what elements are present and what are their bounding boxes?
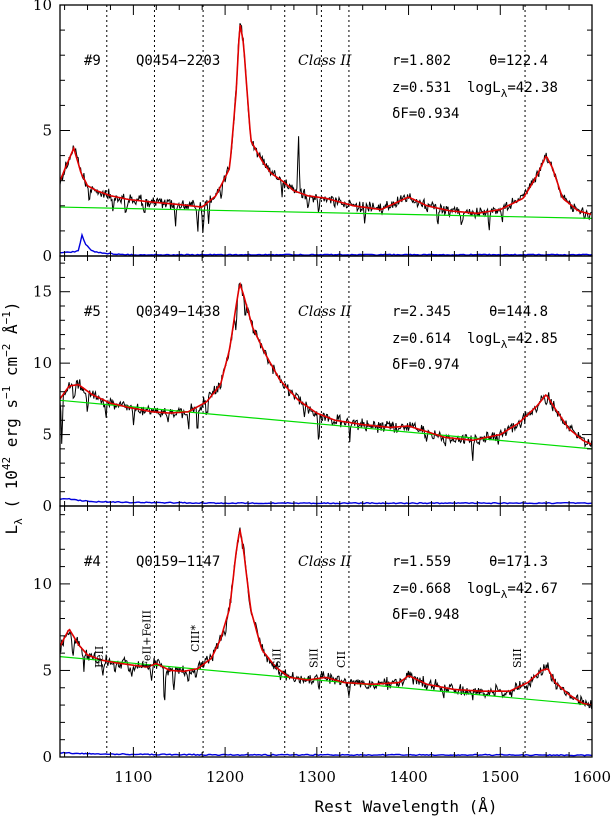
y-axis-title: Lλ ( 1042 erg s−1 cm−2 Å−1) [0, 301, 25, 534]
line-label: CII [335, 651, 348, 668]
logL-subscript: λ [501, 338, 508, 351]
y-title-part: erg s [2, 399, 21, 457]
y-tick-label: 5 [42, 426, 52, 444]
plot-area [60, 5, 592, 256]
line-label: SiII [511, 648, 524, 668]
class-label: Class II [298, 554, 352, 570]
y-tick-label: 0 [42, 748, 52, 766]
x-tick-label: 1100 [114, 768, 152, 786]
y-tick-label: 5 [42, 122, 52, 140]
logL-subscript: λ [501, 87, 508, 100]
deltaF-value: δF=0.974 [392, 357, 459, 373]
x-tick-label: 1500 [481, 768, 519, 786]
z-value: z=0.668 [392, 581, 451, 597]
object-name: Q0159−1147 [136, 554, 220, 570]
class-label: Class II [298, 53, 352, 69]
plot-area [60, 506, 592, 757]
y-title-part: −1 [0, 386, 13, 399]
y-tick-label: 10 [33, 354, 52, 372]
r-value: r=1.559 [392, 554, 451, 570]
r-value: r=1.802 [392, 53, 451, 69]
y-title-part: Å [2, 324, 21, 344]
logL-subscript: λ [501, 588, 508, 601]
y-tick-label: 0 [42, 247, 52, 265]
z-value: z=0.614 [392, 331, 451, 347]
object-name: Q0349−1438 [136, 304, 220, 320]
logL-label: logLλ=42.85 [467, 331, 558, 351]
line-label: FeII+FeIII [140, 610, 153, 668]
x-axis-title: Rest Wavelength (Å) [314, 797, 497, 816]
panels-group: 0 5 10 #9 Q0454−2203 Class II r=1.802 θ=122.4 z=… [33, 0, 593, 766]
line-label: SiII [271, 648, 284, 668]
y-tick-label: 10 [33, 0, 52, 14]
logL-value: =42.67 [507, 581, 558, 597]
continuum-line [60, 206, 592, 219]
y-tick-label: 5 [42, 661, 52, 679]
deltaF-value: δF=0.948 [392, 607, 459, 623]
error-spectrum [60, 232, 592, 256]
theta-value: θ=171.3 [489, 554, 548, 570]
panel-3: 0 5 10 #4 Q0159−1147 Class II r=1.559 θ=171.3 z=… [33, 505, 593, 766]
object-name: Q0454−2203 [136, 53, 220, 69]
line-label: FeII [93, 646, 106, 668]
y-title-part: 42 [0, 457, 13, 470]
panel-1: 0 5 10 #9 Q0454−2203 Class II r=1.802 θ=122.4 z=… [33, 0, 593, 265]
error-spectrum [60, 497, 592, 505]
fit-curve [60, 281, 592, 445]
fit-curve [60, 24, 592, 216]
panel-frame [59, 255, 593, 507]
fit-curve [60, 528, 592, 706]
deltaF-value: δF=0.934 [392, 106, 459, 122]
y-axis-title-text: Lλ ( 1042 erg s−1 cm−2 Å−1) [0, 301, 25, 534]
logL-label: logLλ=42.67 [467, 581, 558, 601]
x-tick-label: 1400 [389, 768, 427, 786]
continuum-line [60, 399, 592, 450]
x-tick-label: 1200 [206, 768, 244, 786]
r-value: r=2.345 [392, 304, 451, 320]
y-title-part: ) [2, 301, 21, 311]
y-title-part: −2 [0, 344, 13, 357]
logL-value: =42.85 [507, 331, 558, 347]
y-tick-label: 0 [42, 497, 52, 515]
y-tick-label: 15 [33, 283, 52, 301]
y-title-part: L [2, 525, 21, 535]
theta-value: θ=144.8 [489, 304, 548, 320]
logL-label: logLλ=42.38 [467, 80, 558, 100]
y-title-part: λ [12, 518, 25, 525]
line-label: CIII* [189, 625, 202, 652]
y-title-part: ( 10 [2, 470, 21, 518]
panel-2: 0 5 10 15 #5 Q0349−1438 Class II r=2.345 θ=144.8… [33, 255, 593, 515]
x-tick-label: 1600 [573, 768, 611, 786]
class-label: Class II [298, 304, 352, 320]
y-title-part: cm [2, 357, 21, 386]
theta-value: θ=122.4 [489, 53, 548, 69]
panel-frame [59, 4, 593, 257]
panel-id: #4 [84, 554, 101, 570]
panel-frame [59, 505, 593, 758]
line-label: SiII [307, 648, 320, 668]
y-title-part: −1 [0, 311, 13, 324]
x-axis: 1100 1200 1300 1400 1500 1600 [114, 768, 611, 786]
logL-value: =42.38 [507, 80, 558, 96]
x-tick-label: 1300 [298, 768, 336, 786]
panel-id: #5 [84, 304, 101, 320]
y-tick-label: 10 [33, 575, 52, 593]
error-spectrum [60, 751, 592, 757]
panel-id: #9 [84, 53, 101, 69]
plot-area [60, 256, 592, 506]
z-value: z=0.531 [392, 80, 451, 96]
continuum-line [60, 656, 592, 706]
